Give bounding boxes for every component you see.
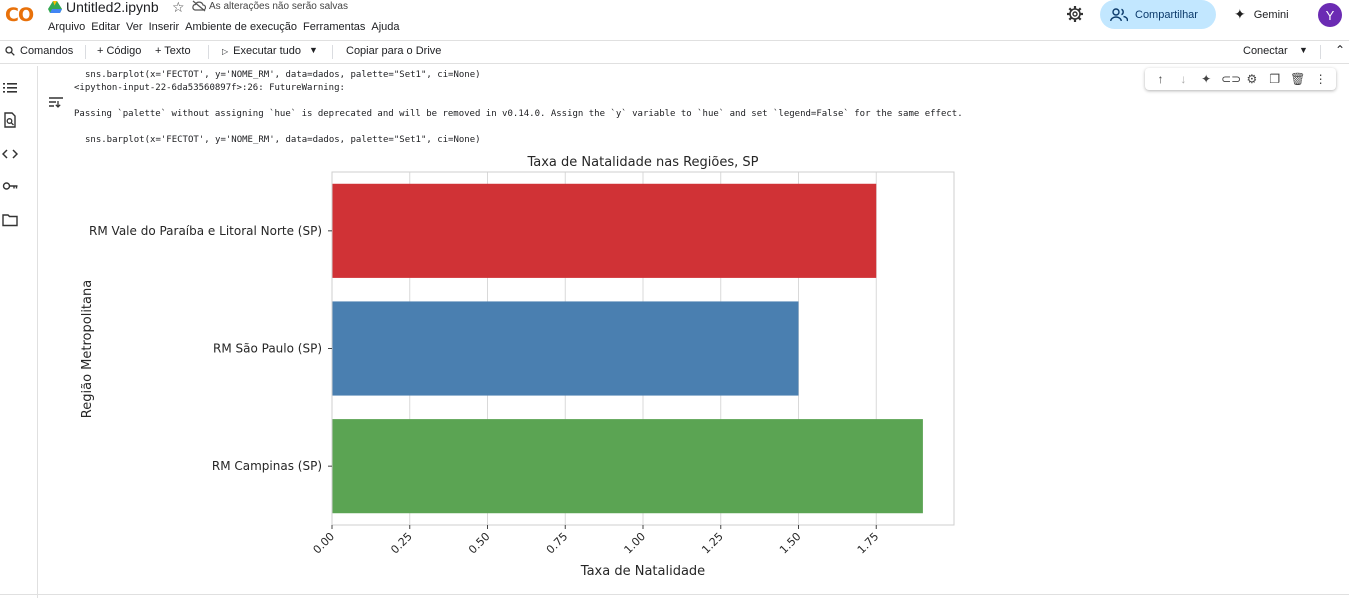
- gemini-spark-icon[interactable]: ✦: [1201, 72, 1212, 86]
- people-icon: [1110, 7, 1128, 21]
- gear-icon[interactable]: ⚙: [1246, 72, 1258, 86]
- x-tick-label: 0.00: [311, 530, 338, 557]
- menu-ver[interactable]: Ver: [126, 21, 143, 33]
- connect-options-dropdown[interactable]: ▼: [1299, 45, 1308, 55]
- move-down-icon[interactable]: ↓: [1180, 72, 1187, 86]
- toolbar-divider: [1320, 45, 1321, 59]
- x-tick-label: 1.25: [699, 530, 726, 557]
- colab-logo-text: CO: [5, 4, 34, 26]
- y-axis-label: Região Metropolitana: [80, 280, 95, 418]
- chevron-down-icon: ▼: [1299, 45, 1308, 55]
- gemini-spark-icon: ✦: [1234, 6, 1246, 22]
- copy-to-drive-button[interactable]: Copiar para o Drive: [346, 45, 442, 57]
- x-tick-label: 0.25: [388, 530, 415, 557]
- warning-header: <ipython-input-22-6da53560897f>:26: Futu…: [74, 83, 345, 93]
- share-label: Compartilhar: [1135, 8, 1198, 21]
- chevron-up-icon: ⌃: [1335, 43, 1346, 57]
- toolbar-divider: [208, 45, 209, 59]
- x-tick-label: 1.75: [855, 530, 882, 557]
- cloud-off-icon: [192, 0, 206, 12]
- colab-logo[interactable]: CO: [5, 4, 37, 26]
- bar: [332, 419, 923, 514]
- gemini-button[interactable]: ✦ Gemini: [1234, 6, 1289, 23]
- y-tick-label: RM Vale do Paraíba e Litoral Norte (SP): [89, 224, 322, 238]
- commands-label: Comandos: [20, 45, 74, 57]
- find-replace-icon[interactable]: [2, 112, 18, 128]
- more-vert-icon[interactable]: ⋮: [1314, 72, 1327, 86]
- menu-editar[interactable]: Editar: [91, 21, 121, 33]
- code-cell[interactable]: sns.barplot(x='FECTOT', y='NOME_RM', dat…: [38, 66, 1349, 594]
- menu-ferramentas[interactable]: Ferramentas: [303, 21, 366, 33]
- move-up-icon[interactable]: ↑: [1157, 72, 1164, 86]
- menu-arquivo[interactable]: Arquivo: [48, 21, 86, 33]
- chart-title: Taxa de Natalidade nas Regiões, SP: [526, 155, 758, 170]
- add-text-button[interactable]: + Texto: [155, 45, 191, 57]
- play-icon: ▷: [222, 46, 229, 56]
- menu-ambiente-execucao[interactable]: Ambiente de execução: [185, 21, 298, 33]
- star-icon[interactable]: ☆: [172, 0, 185, 15]
- table-of-contents-icon[interactable]: [2, 80, 18, 96]
- x-tick-label: 1.50: [777, 530, 804, 557]
- collapse-header-button[interactable]: ⌃: [1335, 43, 1345, 57]
- unsaved-notice[interactable]: As alterações não serão salvas: [209, 1, 348, 12]
- delete-icon[interactable]: 🗑: [1290, 72, 1306, 86]
- code-line: sns.barplot(x='FECTOT', y='NOME_RM', dat…: [85, 70, 481, 80]
- drive-icon[interactable]: [48, 1, 62, 13]
- warning-message: Passing `palette` without assigning `hue…: [74, 109, 963, 119]
- toolbar-divider: [85, 45, 86, 59]
- x-axis-label: Taxa de Natalidade: [580, 564, 705, 579]
- run-all-button[interactable]: ▷ Executar tudo: [222, 45, 301, 57]
- notebook-title[interactable]: Untitled2.ipynb: [66, 0, 159, 15]
- x-tick-label: 1.00: [622, 530, 649, 557]
- code-snippets-icon[interactable]: [2, 146, 18, 162]
- gemini-label: Gemini: [1253, 8, 1289, 21]
- toolbar-divider: [332, 45, 333, 59]
- add-code-button[interactable]: + Código: [97, 45, 142, 57]
- notebook-toolbar: Comandos + Código + Texto ▷ Executar tud…: [0, 40, 1349, 64]
- run-options-dropdown[interactable]: ▼: [309, 45, 318, 55]
- y-tick-label: RM Campinas (SP): [212, 459, 322, 473]
- cell-bottom-divider: [0, 594, 1349, 595]
- chevron-down-icon: ▼: [309, 45, 318, 55]
- mirror-cell-icon[interactable]: ❐: [1269, 72, 1281, 86]
- share-button[interactable]: Compartilhar: [1100, 0, 1216, 29]
- menu-ajuda[interactable]: Ajuda: [371, 21, 400, 33]
- link-icon[interactable]: ⊂⊃: [1221, 72, 1242, 86]
- bar: [332, 183, 877, 278]
- code-line: sns.barplot(x='FECTOT', y='NOME_RM', dat…: [85, 135, 481, 145]
- menu-bar: Arquivo Editar Ver Inserir Ambiente de e…: [48, 20, 406, 35]
- key-icon[interactable]: [2, 178, 18, 194]
- left-sidebar: [0, 66, 38, 598]
- settings-gear-icon[interactable]: [1066, 5, 1084, 23]
- cell-action-toolbar: ↑ ↓ ✦ ⊂⊃ ⚙ ❐ 🗑 ⋮: [1145, 68, 1336, 90]
- x-tick-label: 0.50: [466, 530, 493, 557]
- output-actions-icon[interactable]: [48, 96, 64, 110]
- menu-inserir[interactable]: Inserir: [148, 21, 180, 33]
- y-tick-label: RM São Paulo (SP): [213, 342, 322, 356]
- x-tick-label: 0.75: [544, 530, 571, 557]
- folder-icon[interactable]: [2, 212, 18, 228]
- connect-button[interactable]: Conectar: [1243, 45, 1288, 57]
- app-header: CO Untitled2.ipynb ☆ As alterações não s…: [0, 0, 1349, 40]
- bar-chart: Taxa de Natalidade nas Regiões, SP RM Va…: [80, 155, 955, 579]
- user-avatar[interactable]: Y: [1318, 3, 1342, 27]
- search-icon: [5, 46, 15, 56]
- commands-button[interactable]: Comandos: [5, 45, 73, 57]
- bar: [332, 301, 799, 396]
- run-all-label: Executar tudo: [233, 45, 302, 57]
